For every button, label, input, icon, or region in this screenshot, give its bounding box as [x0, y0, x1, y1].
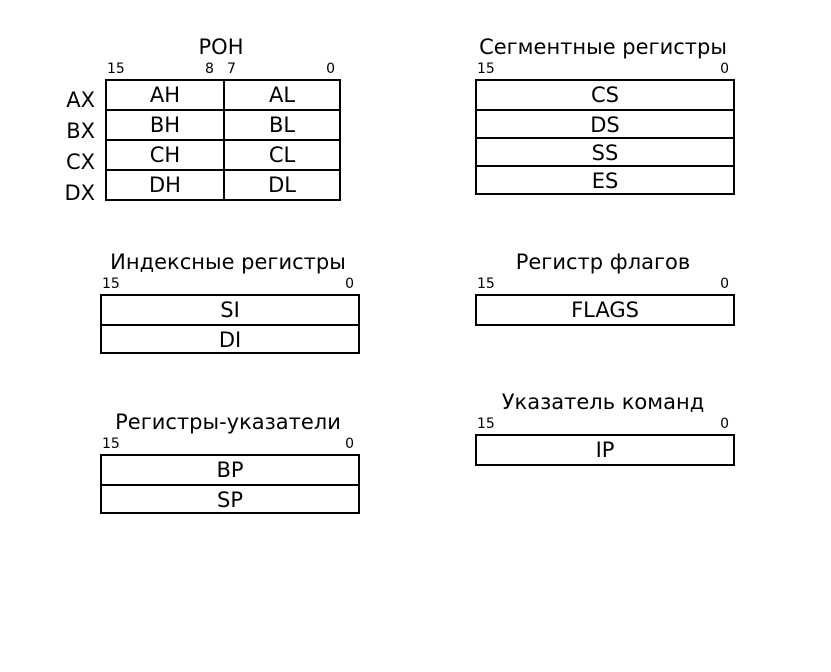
gpr-cell-cl: CL [223, 141, 339, 169]
ptr-cell-bp: BP [102, 456, 358, 484]
seg-cell-es: ES [477, 165, 733, 193]
seg-title: Сегментные регистры [475, 35, 731, 59]
gpr-cell-ch: CH [107, 141, 223, 169]
flags-block: Регистр флагов 15 0 FLAGS [475, 250, 731, 326]
seg-cell-ds: DS [477, 109, 733, 137]
ip-bit-0: 0 [720, 416, 729, 432]
ptr-bit-0: 0 [345, 436, 354, 452]
ip-table: IP [475, 434, 735, 466]
gpr-row-label-cx: CX [55, 147, 95, 177]
ptr-table: BP SP [100, 454, 360, 514]
gpr-block: РОН 15 8 7 0 AH AL BH BL CH CL DH DL [105, 35, 337, 201]
gpr-row-label-ax: AX [55, 85, 95, 115]
idx-block: Индексные регистры 15 0 SI DI [100, 250, 356, 354]
seg-bit-labels: 15 0 [475, 61, 731, 79]
idx-bit-15: 15 [102, 276, 120, 292]
idx-title: Индексные регистры [100, 250, 356, 274]
flags-title: Регистр флагов [475, 250, 731, 274]
gpr-row-labels: AX BX CX DX [55, 84, 95, 208]
ptr-cell-sp: SP [102, 484, 358, 512]
ip-bit-labels: 15 0 [475, 416, 731, 434]
flags-cell: FLAGS [477, 296, 733, 324]
flags-bit-0: 0 [720, 276, 729, 292]
ip-cell: IP [477, 436, 733, 464]
ip-block: Указатель команд 15 0 IP [475, 390, 731, 466]
ptr-bit-15: 15 [102, 436, 120, 452]
gpr-table: AH AL BH BL CH CL DH DL [105, 79, 341, 201]
seg-bit-0: 0 [720, 61, 729, 77]
gpr-bit-labels: 15 8 7 0 [105, 61, 337, 79]
gpr-bit-15: 15 [107, 61, 125, 77]
ptr-title: Регистры-указатели [100, 410, 356, 434]
idx-bit-labels: 15 0 [100, 276, 356, 294]
gpr-cell-al: AL [223, 81, 339, 109]
ip-bit-15: 15 [477, 416, 495, 432]
idx-table: SI DI [100, 294, 360, 354]
ip-title: Указатель команд [475, 390, 731, 414]
seg-cell-cs: CS [477, 81, 733, 109]
idx-cell-si: SI [102, 296, 358, 324]
seg-cell-ss: SS [477, 137, 733, 165]
gpr-row-label-dx: DX [55, 178, 95, 208]
flags-table: FLAGS [475, 294, 735, 326]
gpr-bit-7: 7 [227, 61, 236, 77]
ptr-block: Регистры-указатели 15 0 BP SP [100, 410, 356, 514]
gpr-bit-0: 0 [326, 61, 335, 77]
seg-bit-15: 15 [477, 61, 495, 77]
gpr-bit-8: 8 [205, 61, 214, 77]
gpr-cell-bl: BL [223, 111, 339, 139]
idx-cell-di: DI [102, 324, 358, 352]
gpr-cell-dl: DL [223, 171, 339, 199]
flags-bit-15: 15 [477, 276, 495, 292]
gpr-cell-dh: DH [107, 171, 223, 199]
gpr-cell-ah: AH [107, 81, 223, 109]
idx-bit-0: 0 [345, 276, 354, 292]
gpr-row-label-bx: BX [55, 116, 95, 146]
seg-table: CS DS SS ES [475, 79, 735, 195]
flags-bit-labels: 15 0 [475, 276, 731, 294]
ptr-bit-labels: 15 0 [100, 436, 356, 454]
gpr-cell-bh: BH [107, 111, 223, 139]
gpr-title: РОН [105, 35, 337, 59]
seg-block: Сегментные регистры 15 0 CS DS SS ES [475, 35, 731, 195]
